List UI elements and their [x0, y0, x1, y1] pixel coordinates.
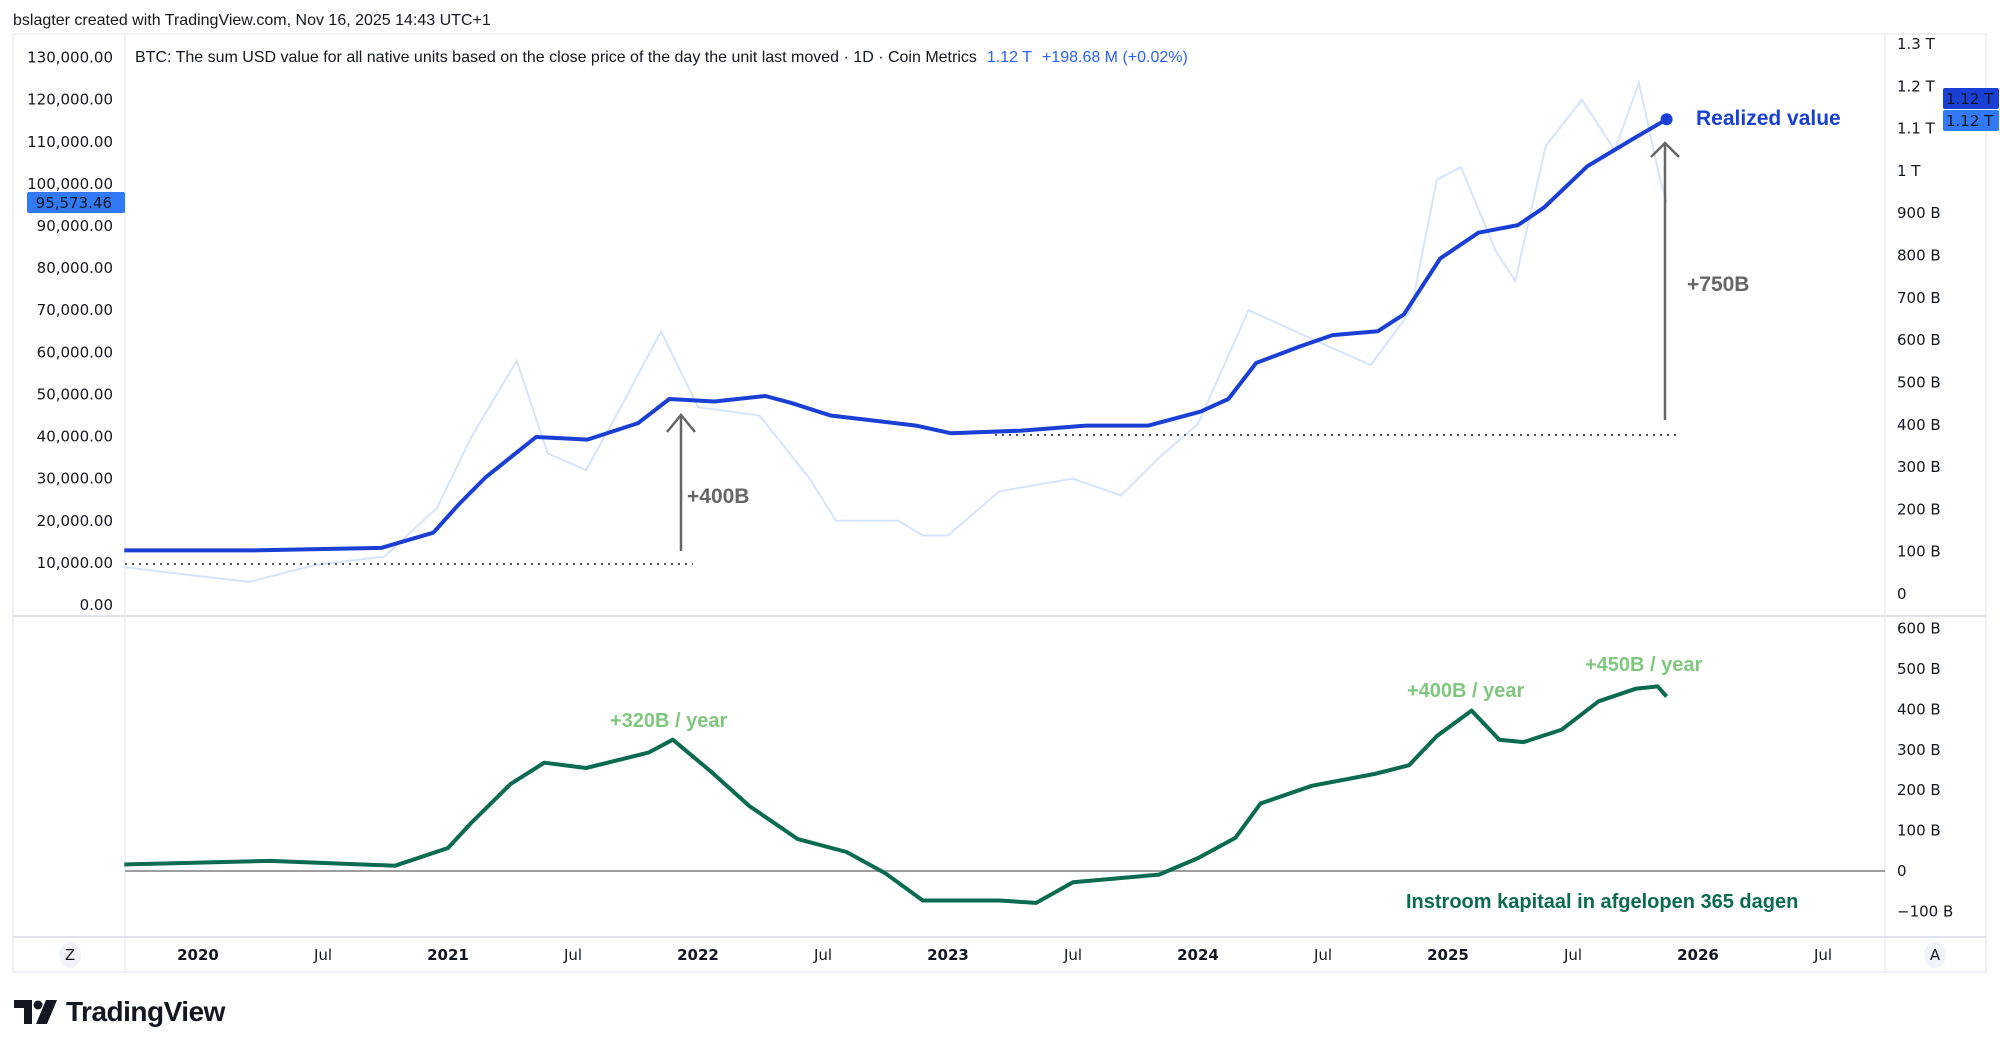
left-axis-tick: 30,000.00: [37, 470, 113, 488]
chart-frame: [12, 33, 1987, 973]
inflow-title: Instroom kapitaal in afgelopen 365 dagen: [1406, 891, 1798, 913]
left-axis-tick: 10,000.00: [37, 554, 113, 572]
time-axis-label: 2024: [1177, 946, 1219, 964]
time-axis-label: Jul: [1313, 946, 1332, 964]
right-axis-tick: 1.1 T: [1897, 120, 1936, 138]
lower-axis-tick: 400 B: [1897, 700, 1941, 718]
left-axis-tick: 0.00: [80, 596, 113, 614]
right-axis-tick: 600 B: [1897, 331, 1941, 349]
lower-axis-tick: 600 B: [1897, 620, 1941, 638]
time-axis-label: 2025: [1427, 946, 1469, 964]
lower-axis-tick: 500 B: [1897, 660, 1941, 678]
lower-value-axis[interactable]: 600 B 500 B 400 B 300 B 200 B 100 B 0 −100 B: [1897, 620, 1953, 921]
series-legend: BTC: The sum USD value for all native un…: [135, 49, 1188, 67]
left-axis-tick: 80,000.00: [37, 259, 113, 277]
annotation-plus-750: +750B: [1687, 273, 1749, 296]
left-price-axis[interactable]: 130,000.00 120,000.00 110,000.00 100,000.00…: [27, 49, 113, 614]
attribution-text: bslagter created with TradingView.com, N…: [13, 12, 491, 29]
arrow-up-icon: [666, 413, 696, 551]
zoom-reset-button[interactable]: Z: [59, 942, 81, 968]
auto-scale-button[interactable]: A: [1924, 942, 1946, 968]
annotation-rate-2021: +320B / year: [610, 710, 728, 732]
right-axis-tick: 1.3 T: [1897, 35, 1936, 53]
time-axis-label: Jul: [313, 946, 332, 964]
main-pane[interactable]: +400B +750B Realized value: [124, 79, 1841, 583]
annotation-rate-2025a: +400B / year: [1407, 680, 1525, 702]
svg-text:1.12 T: 1.12 T: [1946, 90, 1994, 108]
right-axis-tick: 100 B: [1897, 543, 1941, 561]
right-axis-tick: 1.2 T: [1897, 77, 1936, 95]
left-axis-tick: 130,000.00: [27, 49, 113, 67]
right-axis-tick: 300 B: [1897, 458, 1941, 476]
tradingview-wordmark: TradingView: [66, 996, 225, 1027]
right-axis-tick: 500 B: [1897, 373, 1941, 391]
tradingview-logo-icon: [14, 1000, 57, 1024]
right-axis-tick: 800 B: [1897, 247, 1941, 265]
left-axis-tick: 120,000.00: [27, 91, 113, 109]
time-axis-label: 2022: [677, 946, 719, 964]
svg-text:A: A: [1930, 946, 1941, 964]
right-axis-tick: 200 B: [1897, 500, 1941, 518]
time-axis-label: 2020: [177, 946, 219, 964]
lower-axis-tick: 100 B: [1897, 822, 1941, 840]
tradingview-logo[interactable]: TradingView: [14, 996, 225, 1028]
realized-value-line: [124, 117, 1668, 553]
time-axis-label: Jul: [1813, 946, 1832, 964]
time-axis-label: 2021: [427, 946, 469, 964]
inflow-pane[interactable]: +320B / year +400B / year +450B / year I…: [124, 654, 1885, 913]
time-axis[interactable]: 2020 Jul 2021 Jul 2022 Jul 2023 Jul 2024 Jul 2025 J…: [177, 946, 1832, 964]
time-axis-label: Jul: [813, 946, 832, 964]
left-axis-tick: 20,000.00: [37, 512, 113, 530]
time-axis-label: Jul: [1063, 946, 1082, 964]
lower-axis-tick: 200 B: [1897, 781, 1941, 799]
right-value-axis[interactable]: 1.3 T 1.2 T 1.1 T 1 T 900 B 800 B 700 B 600 B 50…: [1897, 35, 1941, 603]
realized-value-endpoint: [1660, 113, 1673, 126]
series-value: 1.12 T: [986, 49, 1032, 66]
right-axis-tick: 700 B: [1897, 289, 1941, 307]
svg-text:Z: Z: [65, 946, 75, 964]
series-description: BTC: The sum USD value for all native un…: [135, 49, 977, 66]
svg-text:95,573.46: 95,573.46: [36, 194, 112, 212]
time-axis-label: 2023: [927, 946, 969, 964]
time-axis-label: Jul: [1563, 946, 1582, 964]
lower-axis-tick: 0: [1897, 862, 1907, 880]
right-axis-tick: 900 B: [1897, 204, 1941, 222]
realized-value-badge: 1.12 T: [1943, 88, 1999, 109]
left-axis-tick: 50,000.00: [37, 385, 113, 403]
left-axis-tick: 60,000.00: [37, 343, 113, 361]
annotation-rate-2025b: +450B / year: [1585, 654, 1703, 676]
right-axis-tick: 0: [1897, 585, 1907, 603]
lower-axis-tick: −100 B: [1897, 902, 1953, 920]
arrow-up-icon: [1650, 141, 1680, 420]
time-axis-label: 2026: [1677, 946, 1719, 964]
left-axis-tick: 90,000.00: [37, 217, 113, 235]
left-axis-tick: 70,000.00: [37, 301, 113, 319]
left-axis-tick: 100,000.00: [27, 175, 113, 193]
annotation-plus-400: +400B: [687, 485, 749, 508]
left-axis-tick: 110,000.00: [27, 133, 113, 151]
svg-text:1.12 T: 1.12 T: [1946, 112, 1994, 130]
time-axis-label: Jul: [563, 946, 582, 964]
btc-price-line: [124, 79, 1668, 583]
inflow-365d-line: [124, 684, 1669, 905]
left-axis-tick: 40,000.00: [37, 428, 113, 446]
lower-axis-tick: 300 B: [1897, 741, 1941, 759]
series-value-badge: 1.12 T: [1943, 110, 1999, 131]
series-change: +198.68 M (+0.02%): [1041, 49, 1188, 66]
current-price-badge: 95,573.46: [27, 192, 125, 213]
right-axis-tick: 400 B: [1897, 416, 1941, 434]
realized-value-label: Realized value: [1696, 107, 1841, 130]
right-axis-tick: 1 T: [1897, 162, 1921, 180]
